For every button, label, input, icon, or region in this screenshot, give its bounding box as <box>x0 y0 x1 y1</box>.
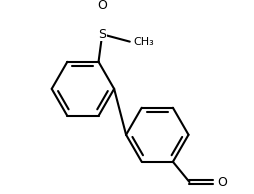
Text: O: O <box>217 176 227 189</box>
Text: S: S <box>98 28 106 41</box>
Text: CH₃: CH₃ <box>133 37 154 47</box>
Text: O: O <box>97 0 107 12</box>
